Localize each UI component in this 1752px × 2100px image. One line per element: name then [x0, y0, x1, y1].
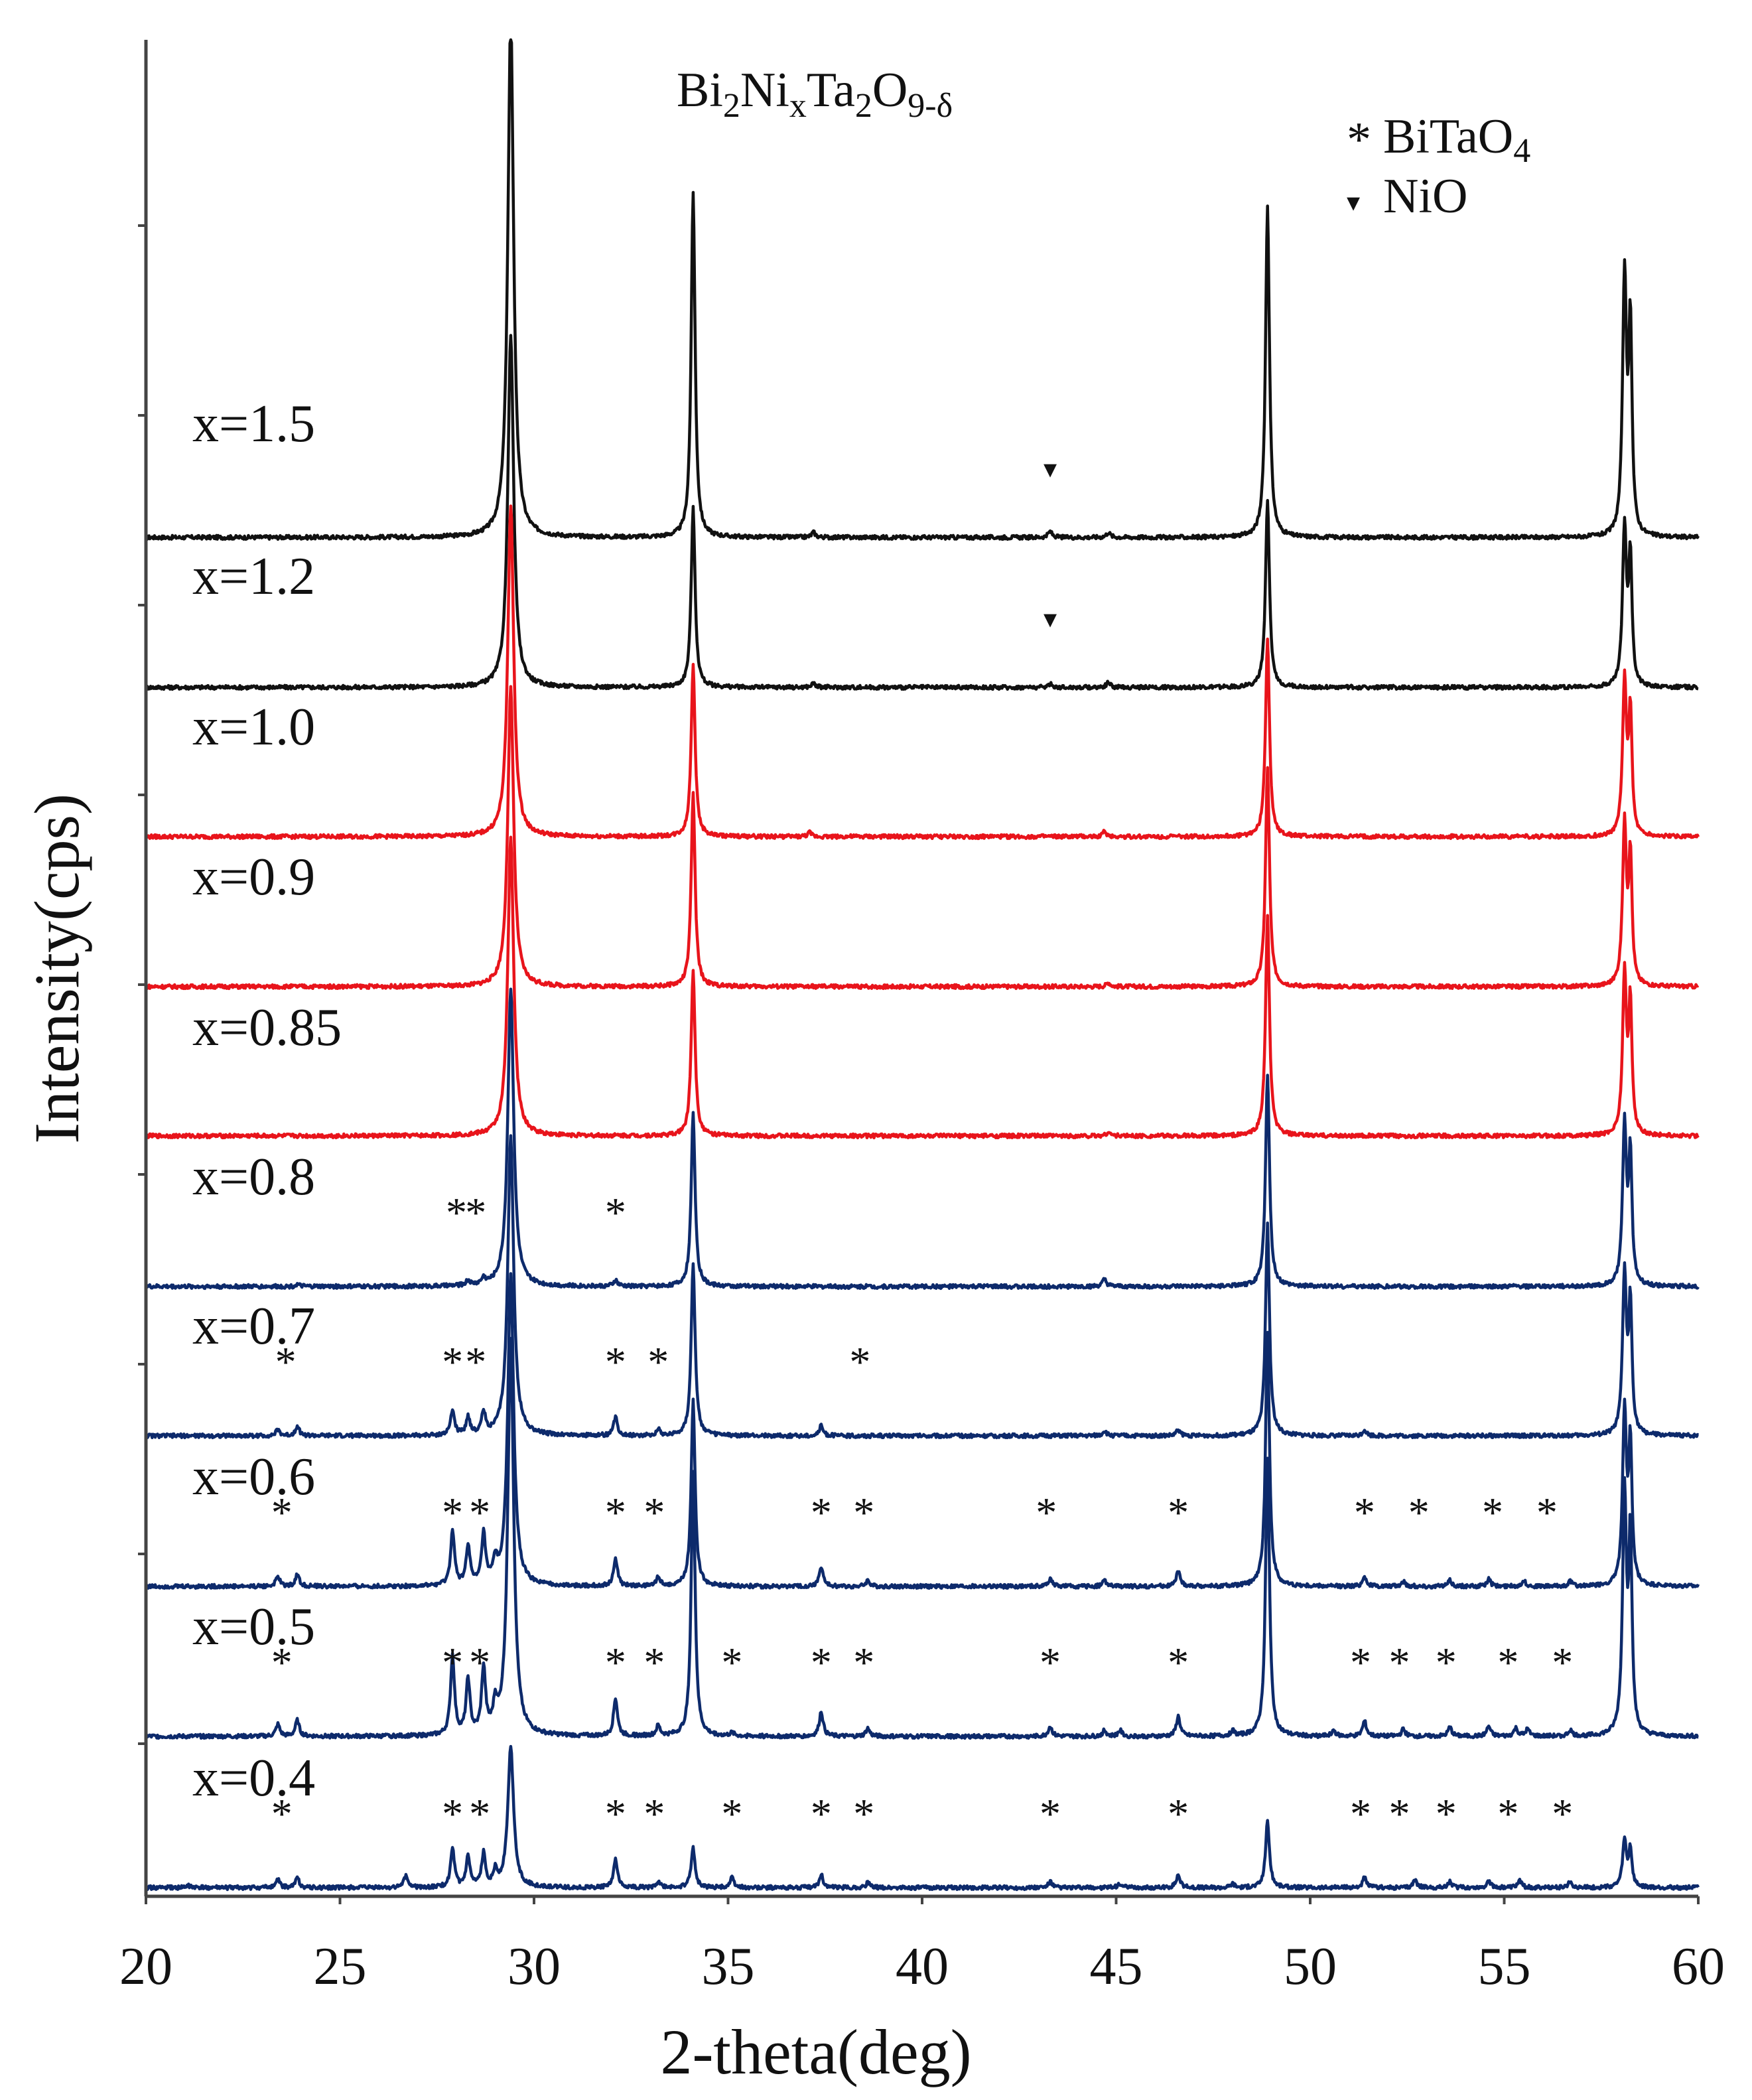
bitao4-marker: *: [442, 1338, 463, 1385]
legend-nio-marker: ▾: [1347, 187, 1360, 217]
bitao4-marker: *: [1497, 1639, 1518, 1686]
x-tick-label: 35: [702, 1937, 755, 1996]
legend-label-nio: NiO: [1383, 169, 1467, 224]
bitao4-marker: *: [643, 1639, 665, 1686]
x-axis-label: 2-theta(deg): [660, 2016, 971, 2087]
bitao4-marker: *: [1040, 1790, 1061, 1837]
nio-marker: ▾: [1044, 454, 1057, 484]
bitao4-marker: *: [1350, 1639, 1371, 1686]
bitao4-marker: *: [1168, 1639, 1189, 1686]
trace-x=1.5: [145, 38, 1700, 541]
bitao4-marker: *: [1497, 1790, 1518, 1837]
legend-star-marker: *: [1347, 113, 1371, 167]
x-ticks: 20 25 30 35 40 45 50 55 60: [119, 1896, 1725, 1996]
trace-group: [144, 38, 1700, 1892]
series-label-x=0.8: x=0.8: [192, 1148, 315, 1206]
bitao4-marker: *: [271, 1489, 293, 1536]
series-label-x=1.2: x=1.2: [192, 547, 315, 606]
series-label-x=0.85: x=0.85: [192, 999, 342, 1057]
bitao4-marker: *: [271, 1639, 293, 1686]
bitao4-marker: *: [721, 1639, 742, 1686]
series-label-x=0.5: x=0.5: [192, 1598, 315, 1656]
bitao4-marker: *: [811, 1489, 832, 1536]
trace-x=1.0: [145, 504, 1700, 841]
trace-x=1.2: [144, 334, 1700, 691]
bitao4-marker: *: [849, 1338, 870, 1385]
trace-x=0.7: [145, 1134, 1700, 1440]
x-tick-label: 30: [507, 1937, 561, 1996]
legend: * BiTaO4 ▾ NiO: [1347, 109, 1530, 224]
annotation-group: x=1.5▾x=1.2▾x=1.0x=0.9x=0.85x=0.8** *x=0.…: [192, 395, 1573, 1837]
bitao4-marker: *: [853, 1790, 874, 1837]
x-tick-label: 45: [1090, 1937, 1143, 1996]
bitao4-marker: *: [442, 1639, 463, 1686]
bitao4-marker: *: [605, 1189, 626, 1236]
bitao4-marker: *: [1350, 1790, 1371, 1837]
series-label-x=0.9: x=0.9: [192, 848, 315, 906]
bitao4-marker: *: [1389, 1790, 1410, 1837]
bitao4-marker: *: [1436, 1639, 1457, 1686]
trace-x=0.4: [145, 1744, 1700, 1892]
bitao4-marker: *: [1552, 1790, 1573, 1837]
series-label-x=0.7: x=0.7: [192, 1297, 315, 1356]
legend-label-bitao4: BiTaO4: [1383, 109, 1530, 170]
x-tick-label: 20: [119, 1937, 172, 1996]
bitao4-marker: *: [605, 1338, 626, 1385]
y-ticks: [138, 224, 146, 1745]
bitao4-marker: *: [1168, 1489, 1189, 1536]
bitao4-marker: *: [605, 1639, 626, 1686]
trace-x=0.5: [144, 1336, 1700, 1740]
bitao4-marker: *: [469, 1489, 490, 1536]
bitao4-marker: *: [1354, 1489, 1375, 1536]
bitao4-marker: *: [811, 1639, 832, 1686]
bitao4-marker: *: [1482, 1489, 1503, 1536]
bitao4-marker: *: [605, 1790, 626, 1837]
bitao4-marker: *: [1552, 1639, 1573, 1686]
bitao4-marker: *: [469, 1639, 490, 1686]
bitao4-marker: *: [721, 1790, 742, 1837]
bitao4-marker: *: [271, 1790, 293, 1837]
bitao4-marker: *: [643, 1790, 665, 1837]
bitao4-marker: *: [1168, 1790, 1189, 1837]
chart-title: Bi2NixTa2O9-δ: [677, 63, 953, 125]
bitao4-marker: *: [853, 1489, 874, 1536]
bitao4-marker: *: [446, 1189, 467, 1236]
bitao4-marker: *: [465, 1189, 486, 1236]
bitao4-marker: *: [465, 1338, 486, 1385]
bitao4-marker: *: [1036, 1489, 1057, 1536]
trace-x=0.6: [145, 1272, 1700, 1590]
x-tick-label: 40: [896, 1937, 949, 1996]
series-label-x=0.6: x=0.6: [192, 1448, 315, 1506]
bitao4-marker: *: [1408, 1489, 1430, 1536]
bitao4-marker: *: [442, 1489, 463, 1536]
y-axis-label: Intensity(cps): [21, 794, 92, 1144]
nio-marker: ▾: [1044, 604, 1057, 634]
series-label-x=0.4: x=0.4: [192, 1749, 315, 1807]
trace-x=0.9: [145, 685, 1700, 991]
x-tick-label: 25: [314, 1937, 367, 1996]
x-tick-label: 55: [1478, 1937, 1531, 1996]
bitao4-marker: *: [853, 1639, 874, 1686]
bitao4-marker: *: [275, 1338, 297, 1385]
bitao4-marker: *: [442, 1790, 463, 1837]
bitao4-marker: *: [1536, 1489, 1558, 1536]
bitao4-marker: *: [643, 1489, 665, 1536]
series-label-x=1.0: x=1.0: [192, 698, 315, 756]
series-label-x=1.5: x=1.5: [192, 395, 315, 453]
bitao4-marker: *: [1389, 1639, 1410, 1686]
trace-x=0.85: [145, 835, 1700, 1140]
bitao4-marker: *: [1436, 1790, 1457, 1837]
trace-x=0.8: [144, 987, 1700, 1291]
bitao4-marker: *: [605, 1489, 626, 1536]
bitao4-marker: *: [811, 1790, 832, 1837]
x-tick-label: 60: [1672, 1937, 1725, 1996]
bitao4-marker: *: [1040, 1639, 1061, 1686]
bitao4-marker: *: [647, 1338, 669, 1385]
axes: 20 25 30 35 40 45 50 55 60: [119, 40, 1725, 1996]
x-tick-label: 50: [1284, 1937, 1337, 1996]
bitao4-marker: *: [469, 1790, 490, 1837]
